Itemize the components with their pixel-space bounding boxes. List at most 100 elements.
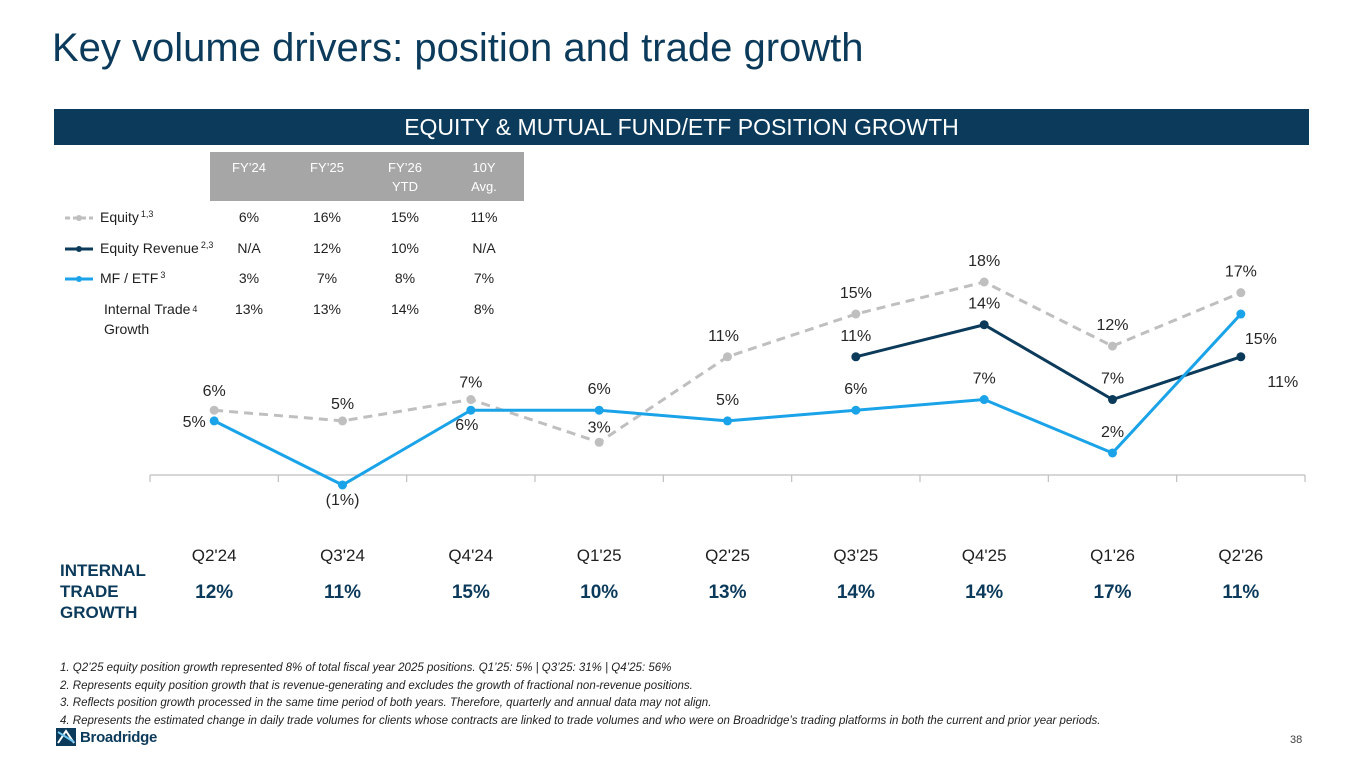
legend-label-1: Equity Revenue 2,3 (100, 240, 214, 256)
data-point (594, 405, 604, 415)
data-label: 15% (840, 285, 872, 302)
legend-value: 8% (394, 270, 416, 286)
legend-value: N/A (237, 240, 261, 256)
legend-value: 14% (390, 301, 420, 317)
quarter-label: Q2'24 (191, 546, 237, 565)
trade-growth-value: 12% (195, 582, 234, 603)
data-point (209, 405, 219, 415)
data-point (1108, 448, 1117, 458)
data-point (851, 405, 861, 415)
legend-header-0: FY’24 (232, 160, 266, 175)
data-label: 7% (1101, 371, 1124, 388)
trade-growth-value: 11% (324, 582, 361, 603)
data-label: 12% (1096, 317, 1128, 334)
legend-label-3: Internal Trade 4 Growth (104, 301, 198, 337)
legend-value: 3% (238, 270, 260, 286)
series-line-equity-revenue (855, 323, 1242, 402)
internal-trade-growth-label: INTERNAL TRADE GROWTH (60, 561, 146, 622)
data-point (338, 480, 347, 490)
legend-value: 13% (312, 301, 342, 317)
trade-growth-value: 13% (708, 582, 747, 603)
data-label: 11% (1267, 374, 1298, 391)
footnote-3: 3. Reflects position growth processed in… (60, 697, 712, 709)
trade-growth-value: 17% (1093, 582, 1132, 603)
legend-symbol-1 (65, 246, 93, 252)
data-label: 11% (708, 328, 739, 345)
trade-growth-value: 10% (580, 582, 619, 603)
data-label: 7% (459, 375, 482, 392)
legend-value: 11% (470, 209, 498, 225)
data-label: 5% (183, 414, 206, 431)
legend-value: 7% (473, 270, 495, 286)
legend-header-2: FY’26 YTD (388, 160, 422, 194)
legend-value: 10% (390, 240, 420, 256)
quarter-label: Q1'26 (1090, 546, 1135, 565)
quarter-label: Q2'26 (1218, 546, 1264, 565)
legend-value: 7% (316, 270, 338, 286)
data-point (1236, 288, 1246, 298)
data-label: 18% (968, 253, 1000, 270)
data-label: 3% (588, 419, 611, 436)
data-label: (1%) (326, 492, 360, 509)
data-label: 15% (1245, 331, 1277, 348)
data-point (723, 352, 732, 362)
footnotes: 1. Q2’25 equity position growth represen… (60, 660, 1310, 730)
data-point (338, 416, 347, 426)
data-point (851, 309, 861, 319)
trade-growth-value: 11% (1222, 582, 1260, 603)
data-point (979, 320, 989, 330)
data-point (209, 416, 219, 426)
trade-growth-value: 15% (451, 582, 490, 603)
data-label: 14% (968, 296, 1000, 313)
legend-header-3: 10Y Avg. (471, 160, 497, 194)
data-point (1236, 309, 1246, 319)
data-point (1236, 352, 1246, 362)
legend-value: 8% (473, 301, 495, 317)
legend-table-header (210, 152, 524, 201)
legend-value: N/A (472, 240, 496, 256)
broadridge-logo-icon (56, 728, 76, 746)
data-label: 2% (1101, 424, 1124, 441)
data-label: 6% (588, 381, 611, 398)
quarter-label: Q4'25 (961, 546, 1007, 565)
quarter-label: Q2'25 (705, 546, 750, 565)
broadridge-logo: Broadridge (56, 728, 157, 746)
section-banner: EQUITY & MUTUAL FUND/ETF POSITION GROWTH (54, 109, 1309, 145)
data-label: 5% (331, 396, 354, 413)
footnote-2: 2. Represents equity position growth tha… (60, 679, 693, 692)
data-point (594, 437, 604, 447)
data-point (979, 277, 989, 287)
data-point (1108, 395, 1117, 405)
data-label: 5% (716, 392, 739, 409)
data-label: 6% (844, 381, 867, 398)
page-title: Key volume drivers: position and trade g… (52, 26, 864, 70)
legend-value: 15% (390, 209, 420, 225)
footnote-4: 4. Represents the estimated change in da… (60, 714, 1101, 727)
data-label: 6% (455, 417, 478, 434)
legend-value: 12% (312, 240, 342, 256)
trade-growth-value: 14% (836, 582, 875, 603)
footnote-1: 1. Q2’25 equity position growth represen… (60, 662, 672, 674)
data-point (979, 395, 989, 405)
data-point (466, 405, 476, 415)
legend-value: 6% (238, 209, 260, 225)
data-label: 11% (840, 328, 871, 345)
page-number: 38 (1290, 734, 1303, 746)
data-point (723, 416, 732, 426)
quarter-label: Q4'24 (448, 546, 494, 565)
quarter-label: Q3'24 (320, 546, 365, 565)
legend-label-0: Equity 1,3 (100, 209, 154, 225)
legend-symbol-0 (65, 215, 93, 221)
data-point (851, 352, 861, 362)
legend-value: 16% (312, 209, 342, 225)
line-chart: 6% 5% 7% 3% 11% 15% 18% 12% 17% 11% 14% 7% 11% 5% (1%)… (149, 253, 1306, 509)
quarter-label: Q1'25 (576, 546, 622, 565)
data-point (466, 395, 476, 405)
legend-value: 13% (234, 301, 264, 317)
legend-header-1: FY’25 (310, 160, 344, 175)
data-label: 7% (973, 371, 996, 388)
quarter-label: Q3'25 (833, 546, 879, 565)
trade-growth-value: 14% (965, 582, 1004, 603)
data-point (1108, 341, 1117, 351)
legend-symbol-2 (65, 276, 93, 282)
